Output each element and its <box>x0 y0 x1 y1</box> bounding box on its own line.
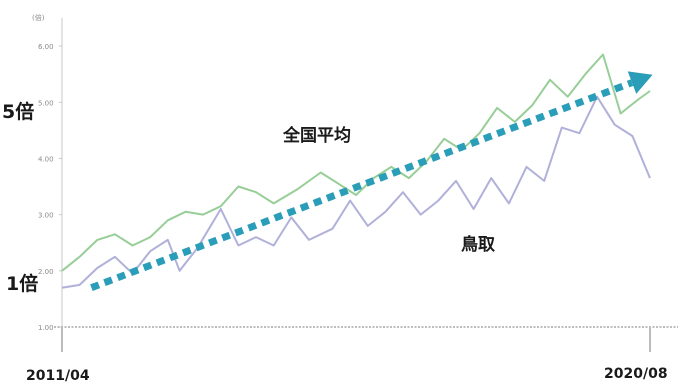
annotation-national-average: 全国平均 <box>282 125 351 146</box>
series-line-tottori <box>61 95 651 289</box>
y-annotation-high: 5倍 <box>2 100 34 123</box>
y-axis-group: (倍) 1.00 2.00 3.00 4.00 5.00 6.00 <box>32 13 63 332</box>
y-tick-label: 3.00 <box>38 212 54 220</box>
x-axis-group: 2011/04 2020/08 <box>26 326 678 383</box>
annotation-tottori: 鳥取 <box>461 234 495 255</box>
y-tick-label: 6.00 <box>38 43 54 51</box>
y-tick-label: 2.00 <box>38 268 54 276</box>
series-layer <box>61 53 651 289</box>
x-end-label: 2020/08 <box>604 366 668 382</box>
y-tick-label: 4.00 <box>38 155 54 163</box>
y-annotation-low: 1倍 <box>6 272 38 295</box>
trend-arrow-head <box>627 71 653 94</box>
trend-arrow-line <box>90 79 634 291</box>
y-tick-label: 1.00 <box>38 324 54 332</box>
trend-arrow-layer <box>90 71 653 291</box>
y-tick-label: 5.00 <box>38 99 54 107</box>
x-start-label: 2011/04 <box>26 368 90 383</box>
y-unit-label: (倍) <box>32 13 45 22</box>
y-ticks-group: 1.00 2.00 3.00 4.00 5.00 6.00 <box>38 43 62 332</box>
series-line-national-average <box>61 53 651 272</box>
